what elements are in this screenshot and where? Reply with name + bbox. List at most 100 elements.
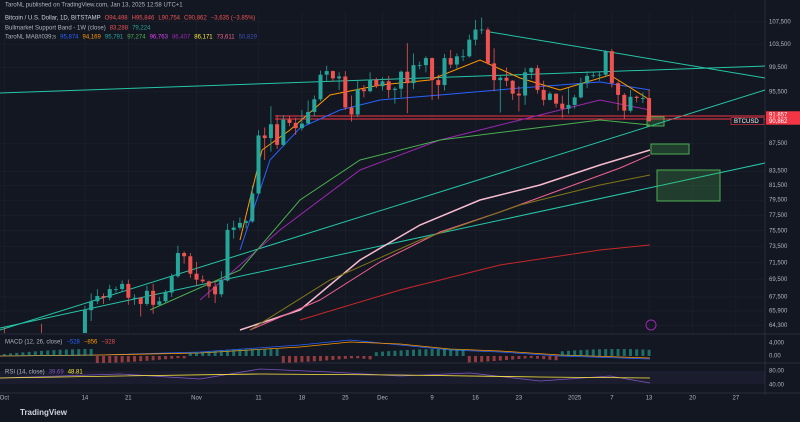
macd-bar bbox=[511, 356, 515, 360]
macd-bar bbox=[157, 356, 161, 360]
candle-body bbox=[591, 75, 596, 77]
macd-bar bbox=[405, 349, 409, 356]
legend-text: Bitcoin / U.S. Dollar, 1D, BITSTAMP bbox=[5, 16, 101, 22]
candle-body bbox=[454, 56, 459, 65]
macd-bar bbox=[647, 349, 651, 356]
candle-body bbox=[510, 80, 515, 94]
macd-bar bbox=[597, 349, 601, 356]
macd-bar bbox=[325, 356, 329, 361]
candle-body bbox=[566, 104, 571, 109]
candle-body bbox=[182, 253, 187, 257]
legend-text: −3,635 (−3.85%) bbox=[211, 16, 256, 22]
candle-body bbox=[523, 72, 528, 96]
legend-text: O94,498 bbox=[105, 16, 129, 22]
macd-bar bbox=[461, 349, 465, 356]
legend-text: −528 bbox=[66, 340, 80, 346]
macd-bar bbox=[207, 351, 211, 356]
macd-bar bbox=[182, 356, 186, 359]
candle-body bbox=[417, 65, 422, 66]
macd-bar bbox=[573, 350, 577, 356]
y-tick-label: 71,500 bbox=[769, 260, 788, 266]
candle-body bbox=[163, 292, 168, 302]
candle-body bbox=[361, 89, 366, 92]
legend-text: 95,874 bbox=[60, 35, 79, 41]
x-tick-label: 14 bbox=[82, 396, 89, 402]
macd-bar bbox=[312, 356, 316, 362]
macd-bar bbox=[46, 350, 50, 356]
macd-bar bbox=[579, 350, 583, 356]
macd-bar bbox=[9, 353, 13, 356]
macd-bar bbox=[2, 354, 6, 356]
candle-body bbox=[380, 81, 385, 87]
macd-bar bbox=[616, 349, 620, 356]
macd-pane bbox=[0, 339, 651, 360]
candle-body bbox=[213, 286, 218, 295]
candle-body bbox=[200, 279, 205, 282]
y-tick-label: 107,500 bbox=[769, 19, 791, 25]
macd-bar bbox=[411, 349, 415, 356]
macd-bar bbox=[529, 356, 533, 359]
candle-body bbox=[126, 283, 131, 298]
candle-body bbox=[157, 301, 162, 305]
x-tick-label: 18 bbox=[299, 396, 306, 402]
x-tick-label: 16 bbox=[472, 396, 479, 402]
macd-bar bbox=[467, 356, 471, 363]
y-tick-label: 64,300 bbox=[769, 323, 788, 329]
legend-text: H95,846 bbox=[132, 16, 155, 22]
x-tick-label: 25 bbox=[342, 396, 349, 402]
candle-body bbox=[337, 76, 342, 79]
macd-bar bbox=[591, 349, 595, 356]
candle-body bbox=[219, 280, 224, 295]
x-tick-label: 2025 bbox=[568, 396, 582, 402]
legend-text: 79,224 bbox=[132, 26, 151, 32]
macd-bar bbox=[126, 356, 130, 362]
macd-bar bbox=[250, 349, 254, 356]
legend-text: 83,288 bbox=[110, 26, 129, 32]
macd-bar bbox=[473, 356, 477, 363]
macd-bar bbox=[33, 351, 37, 356]
candle-body bbox=[411, 65, 416, 84]
macd-bar bbox=[288, 356, 292, 363]
macd-bar bbox=[213, 351, 217, 356]
candle-body bbox=[281, 119, 286, 145]
macd-bar bbox=[399, 350, 403, 356]
macd-bar bbox=[504, 356, 508, 361]
y-tick-label: 79,500 bbox=[769, 198, 788, 204]
macd-bar bbox=[548, 356, 552, 360]
candle-body bbox=[151, 290, 156, 305]
macd-bar bbox=[294, 356, 298, 363]
candle-body bbox=[473, 29, 478, 40]
macd-bar bbox=[442, 349, 446, 356]
candle-body bbox=[399, 71, 404, 89]
legend-text: 48.81 bbox=[68, 370, 84, 376]
candle-body bbox=[318, 74, 323, 100]
y-tick-label: 69,500 bbox=[769, 277, 788, 283]
macd-bar bbox=[263, 349, 267, 356]
candle-body bbox=[330, 71, 335, 79]
macd-bar bbox=[170, 356, 174, 359]
macd-bar bbox=[350, 356, 354, 359]
candle-body bbox=[392, 88, 397, 90]
macd-bar bbox=[40, 350, 44, 356]
candle-body bbox=[448, 58, 453, 65]
macd-bar bbox=[176, 356, 180, 359]
rsi-axis-label: 80.00 bbox=[769, 369, 785, 375]
price-tag bbox=[766, 117, 800, 125]
candle-body bbox=[206, 281, 211, 287]
x-tick-label: Nov bbox=[191, 396, 202, 402]
candle-body bbox=[107, 289, 112, 298]
legend-text: 94,169 bbox=[83, 35, 102, 41]
macd-bar bbox=[188, 353, 192, 356]
macd-bar bbox=[492, 356, 496, 362]
macd-bar bbox=[343, 356, 347, 359]
macd-bar bbox=[244, 349, 248, 356]
candle-body bbox=[244, 221, 249, 223]
macd-bar bbox=[610, 349, 614, 356]
macd-bar bbox=[387, 351, 391, 356]
legend-text: 86,171 bbox=[194, 35, 213, 41]
macd-bar bbox=[486, 356, 490, 362]
legend-text: 95,791 bbox=[105, 35, 124, 41]
candle-body bbox=[634, 96, 639, 99]
candles bbox=[3, 17, 652, 333]
